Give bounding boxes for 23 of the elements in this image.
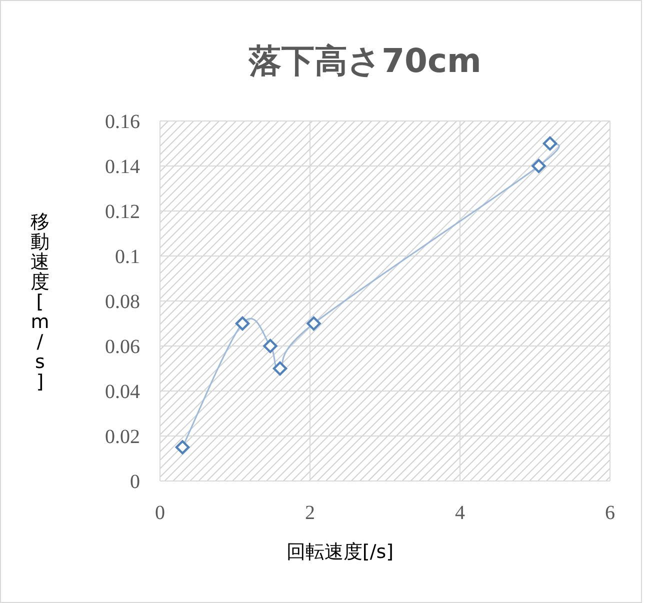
y-tick-label: 0.06	[105, 336, 140, 358]
point	[235, 316, 250, 331]
point	[532, 158, 546, 174]
y-tick-label: 0.14	[105, 156, 140, 178]
point	[175, 440, 190, 454]
x-tick-label: 2	[305, 502, 315, 524]
point	[272, 361, 288, 376]
y-tick-label: 0.1	[115, 246, 140, 268]
y-tick-label: 0.08	[105, 291, 140, 313]
y-tick-label: 0.12	[105, 201, 140, 223]
point	[263, 338, 278, 354]
point	[306, 316, 321, 331]
point	[542, 136, 558, 151]
chart-title: 落下高さ70cm	[248, 41, 482, 80]
y-tick-label: 0	[130, 471, 140, 493]
x-tick-label: 6	[605, 502, 615, 524]
x-tick-label: 4	[455, 502, 465, 524]
y-tick-label: 0.02	[105, 426, 140, 448]
y-tick-label: 0.16	[105, 111, 140, 133]
x-axis-title: 回転速度[/s]	[286, 541, 394, 563]
y-tick-label: 0.04	[105, 381, 140, 403]
x-tick-label: 0	[155, 502, 165, 524]
text: 移動速度[m/s]	[30, 211, 50, 393]
